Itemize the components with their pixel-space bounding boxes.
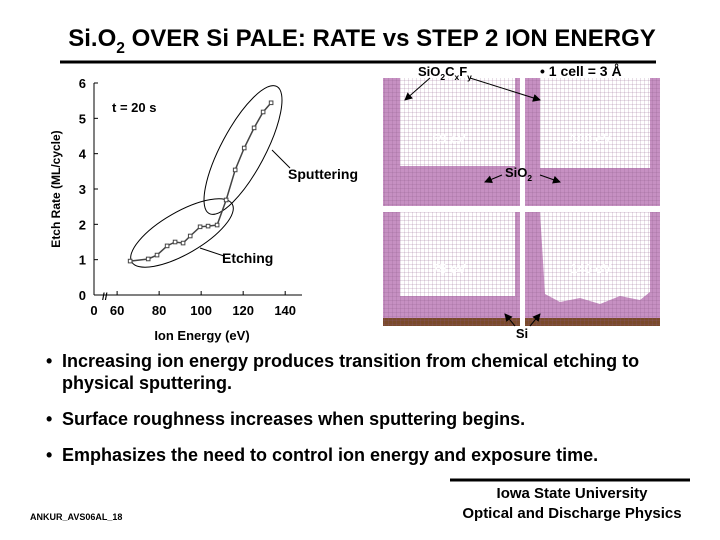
data-point: [223, 197, 229, 203]
bullet: Surface roughness increases when sputter…: [42, 408, 692, 430]
data-point: [232, 167, 238, 173]
panel: [383, 212, 520, 326]
y-tick-label: 4: [79, 147, 87, 162]
footer-code: ANKUR_AVS06AL_18: [30, 512, 122, 522]
text-part: 2: [116, 40, 125, 57]
panel-label: SiO2CxFy: [418, 64, 472, 82]
text-part: OVER Si PALE: RATE vs STEP 2 ION ENERGY: [125, 25, 656, 52]
axis-break: //: [102, 292, 108, 303]
data-point: [172, 239, 178, 245]
y-tick-label: 1: [79, 253, 86, 268]
text-part: x: [455, 72, 460, 82]
data-point: [214, 222, 220, 228]
data-point: [260, 109, 266, 115]
panel: [525, 78, 660, 206]
x-tick-label: 80: [152, 303, 166, 318]
text-part: 2: [527, 173, 532, 183]
y-tick-label: 6: [79, 76, 86, 91]
data-point: [164, 243, 170, 249]
footer-group: Optical and Discharge Physics: [462, 505, 681, 522]
x-tick-label: 60: [110, 303, 124, 318]
sputtering-region: [203, 85, 283, 215]
slide-title: Si.O2 OVER Si PALE: RATE vs STEP 2 ION E…: [68, 25, 656, 57]
series-line: [130, 102, 272, 262]
y-tick-label: 3: [79, 182, 86, 197]
text-part: y: [467, 72, 472, 82]
data-point: [251, 125, 257, 131]
y-tick-label: 0: [79, 288, 86, 303]
annotation-pointer: [199, 247, 225, 257]
bullet-list: Increasing ion energy produces transitio…: [42, 350, 692, 480]
chart: 0 1 2 3 4 5 6 60 80 100 120 140 0 // Ion Energy (eV) Et…: [49, 76, 358, 343]
annotation: Etching: [222, 250, 273, 266]
energy-label: 75 eV: [432, 261, 466, 276]
footer-university: Iowa State University: [497, 485, 649, 502]
y-tick-label: 2: [79, 217, 86, 232]
panel: [525, 212, 660, 326]
data-point: [127, 258, 133, 264]
annotation-pointer: [271, 149, 291, 169]
data-point: [241, 145, 247, 151]
bullet: Emphasizes the need to control ion energ…: [42, 444, 692, 466]
data-point: [268, 100, 274, 106]
x-origin-label: 0: [90, 303, 97, 318]
data-point: [187, 233, 193, 239]
panel-label: Si: [516, 326, 528, 341]
text-part: F: [459, 64, 467, 79]
data-point: [180, 240, 186, 246]
annotation: t = 20 s: [112, 100, 156, 115]
panel-label: SiO2: [505, 165, 532, 183]
energy-label: 140 eV: [570, 261, 612, 276]
x-tick-label: 100: [190, 303, 212, 318]
text-part: 2: [440, 72, 445, 82]
text-part: C: [445, 64, 455, 79]
text-part: SiO: [505, 165, 527, 180]
energy-label: 100 eV: [570, 131, 612, 146]
x-tick-label: 140: [274, 303, 296, 318]
data-point: [197, 224, 203, 230]
y-tick-label: 5: [79, 111, 86, 126]
x-axis-title: Ion Energy (eV): [154, 328, 249, 343]
text-part: Si.O: [68, 25, 116, 52]
data-point: [145, 256, 151, 262]
x-tick-label: 120: [232, 303, 254, 318]
bullet: Increasing ion energy produces transitio…: [42, 350, 692, 394]
y-axis-title: Etch Rate (ML/cycle): [49, 130, 63, 247]
scale-note: • 1 cell = 3 Å: [540, 63, 622, 79]
annotation: Sputtering: [288, 166, 358, 182]
energy-label: 69 eV: [432, 131, 466, 146]
data-point: [205, 223, 211, 229]
data-point: [154, 252, 160, 258]
text-part: SiO: [418, 64, 440, 79]
